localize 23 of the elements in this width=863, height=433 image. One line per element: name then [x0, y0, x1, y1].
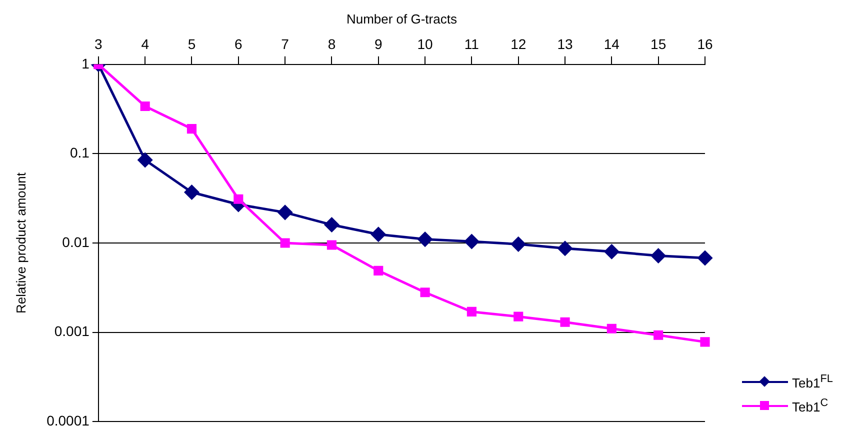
legend-label: Teb1$^{FL}$ — [792, 373, 833, 391]
x-tick-label: 6 — [234, 36, 242, 52]
x-tick-label: 12 — [510, 36, 526, 52]
x-tick-label: 4 — [141, 36, 150, 52]
x-tick-label: 13 — [557, 36, 574, 52]
y-tick-label: 0.001 — [54, 323, 90, 340]
x-tick-label: 14 — [604, 36, 620, 52]
legend-label: Teb1$^{C}$ — [792, 397, 828, 415]
x-tick-label: 16 — [697, 36, 713, 52]
x-tick-label: 8 — [328, 36, 336, 52]
y-tick-label: 0.01 — [62, 234, 90, 250]
x-axis-title: Number of G-tracts — [346, 11, 458, 26]
x-tick-label: 7 — [281, 36, 290, 52]
x-tick-label: 10 — [417, 36, 434, 52]
x-tick-label: 3 — [94, 36, 103, 52]
x-tick-label: 9 — [374, 36, 382, 52]
x-tick-label: 15 — [650, 36, 666, 52]
x-tick-label: 11 — [464, 36, 480, 52]
y-tick-label: 0.1 — [70, 144, 90, 161]
y-axis-title: Relative product amount — [13, 172, 28, 314]
y-tick-label: 1 — [82, 55, 90, 72]
y-tick-label: 0.0001 — [46, 412, 90, 428]
x-tick-label: 5 — [188, 36, 196, 52]
